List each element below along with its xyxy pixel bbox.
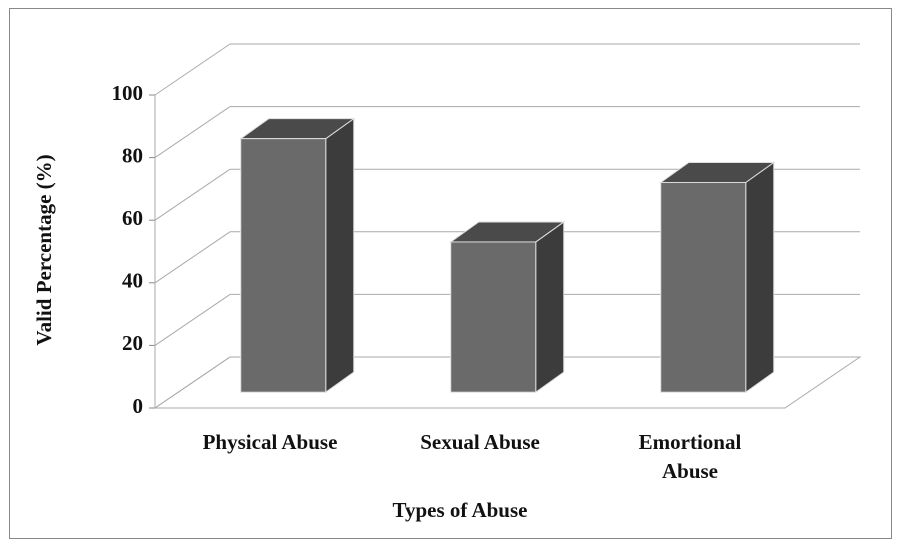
y-tick-label: 0: [133, 394, 144, 418]
bar-side: [745, 161, 775, 394]
bar: [240, 138, 327, 393]
x-axis-label: Types of Abuse: [393, 498, 528, 522]
y-axis-label: Valid Percentage (%): [32, 154, 56, 345]
grid-line: [154, 43, 231, 96]
y-tick-label: 80: [122, 143, 143, 167]
x-tick-label: Physical Abuse: [202, 430, 338, 454]
grid-line: [154, 106, 231, 159]
y-tick-label: 60: [122, 206, 143, 230]
bar: [450, 241, 537, 393]
bar: [660, 181, 747, 393]
grid-line: [154, 231, 231, 284]
grid-line: [154, 356, 231, 409]
bar-side: [325, 117, 355, 394]
y-tick-label: 100: [112, 81, 144, 105]
grid-line: [154, 293, 231, 346]
y-tick-label: 40: [122, 269, 143, 293]
chart-frame: [9, 8, 892, 539]
x-tick-label: Sexual Abuse: [420, 430, 540, 454]
grid-line: [154, 168, 231, 221]
y-tick-label: 20: [122, 331, 143, 355]
x-tick-label: Emortional Abuse: [638, 430, 742, 483]
bar-side: [535, 220, 565, 394]
